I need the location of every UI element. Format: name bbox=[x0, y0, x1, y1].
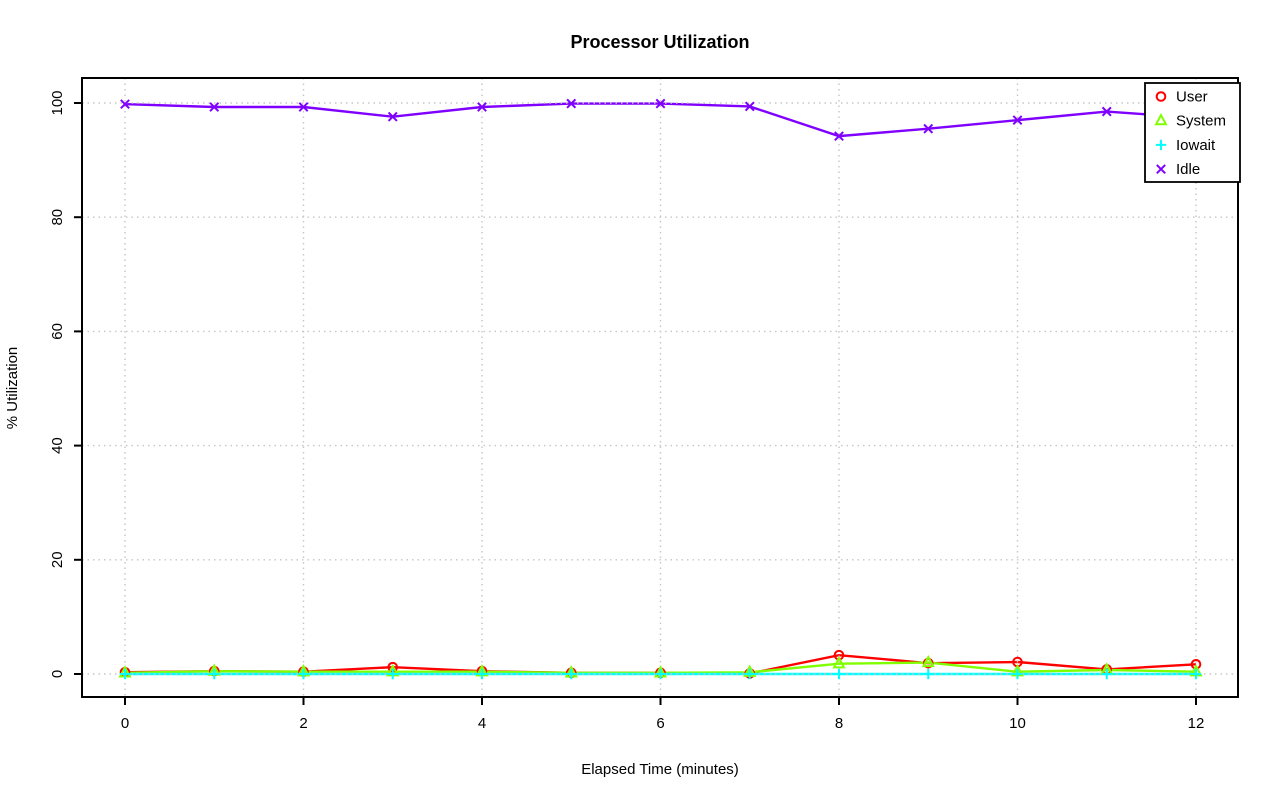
x-tick-label-10: 10 bbox=[1009, 715, 1026, 732]
marker-iowait-x8 bbox=[833, 668, 845, 680]
legend-item-system: System bbox=[1154, 112, 1226, 130]
marker-iowait-x11 bbox=[1101, 668, 1112, 680]
series-markers-layer bbox=[118, 98, 1203, 680]
x-tick-label-6: 6 bbox=[656, 715, 664, 732]
marker-iowait-x7 bbox=[744, 668, 755, 680]
marker-idle-x8 bbox=[834, 131, 844, 142]
marker-idle-x4 bbox=[477, 102, 487, 112]
legend-item-iowait: Iowait bbox=[1155, 137, 1216, 154]
legend-marker-user bbox=[1155, 91, 1167, 102]
marker-iowait-x0 bbox=[119, 668, 131, 680]
marker-idle-x0 bbox=[120, 99, 130, 110]
y-tick-label-20: 20 bbox=[49, 551, 66, 568]
y-tick-label-100: 100 bbox=[49, 90, 66, 115]
x-tick-label-8: 8 bbox=[835, 715, 843, 732]
marker-idle-x5 bbox=[566, 98, 577, 109]
marker-user-x12 bbox=[1190, 658, 1202, 670]
chart-title: Processor Utilization bbox=[570, 32, 749, 52]
legend-label-iowait: Iowait bbox=[1176, 137, 1216, 154]
marker-system-x8 bbox=[832, 655, 846, 669]
marker-idle-x10 bbox=[1012, 115, 1023, 126]
marker-system-x9 bbox=[921, 654, 935, 668]
marker-idle-x1 bbox=[209, 102, 220, 112]
marker-iowait-x3 bbox=[387, 668, 398, 680]
y-tick-label-0: 0 bbox=[49, 670, 66, 678]
marker-idle-x7 bbox=[744, 101, 755, 112]
series-line-idle bbox=[124, 102, 1197, 138]
axes-layer: 0 2 4 6 8 10 12 0 20 40 60 80 100 bbox=[49, 90, 1204, 732]
x-tick-label-4: 4 bbox=[478, 715, 486, 732]
marker-iowait-x4 bbox=[476, 668, 488, 680]
legend-marker-iowait bbox=[1155, 139, 1167, 151]
marker-idle-x9 bbox=[923, 123, 934, 134]
legend-label-idle: Idle bbox=[1176, 161, 1200, 178]
legend-marker-system bbox=[1154, 112, 1168, 126]
legend-marker-idle bbox=[1156, 164, 1166, 175]
marker-iowait-x6 bbox=[655, 668, 666, 680]
marker-iowait-x2 bbox=[298, 668, 309, 680]
legend-layer: User System Iowait Idle bbox=[1144, 82, 1241, 183]
marker-iowait-x10 bbox=[1012, 668, 1023, 680]
marker-idle-x11 bbox=[1101, 106, 1112, 117]
gridlines-layer bbox=[82, 78, 1238, 697]
marker-iowait-x12 bbox=[1190, 668, 1202, 680]
legend-label-user: User bbox=[1176, 89, 1208, 106]
y-axis-title: % Utilization bbox=[4, 347, 21, 430]
legend-box bbox=[1144, 82, 1241, 183]
x-tick-label-12: 12 bbox=[1188, 715, 1205, 732]
legend-label-system: System bbox=[1176, 113, 1226, 130]
legend-item-user: User bbox=[1155, 89, 1208, 106]
marker-idle-x2 bbox=[298, 102, 309, 112]
y-tick-label-40: 40 bbox=[49, 437, 66, 454]
x-tick-label-0: 0 bbox=[121, 715, 129, 732]
marker-idle-x3 bbox=[387, 111, 398, 122]
marker-iowait-x1 bbox=[209, 668, 220, 680]
marker-iowait-x5 bbox=[566, 668, 577, 680]
series-markers-iowait bbox=[119, 668, 1202, 680]
x-tick-label-2: 2 bbox=[299, 715, 307, 732]
y-tick-label-80: 80 bbox=[49, 209, 66, 226]
marker-iowait-x9 bbox=[923, 668, 934, 680]
marker-idle-x6 bbox=[655, 98, 666, 109]
y-tick-label-60: 60 bbox=[49, 323, 66, 340]
x-axis-title: Elapsed Time (minutes) bbox=[581, 761, 739, 778]
legend-item-idle: Idle bbox=[1156, 161, 1200, 178]
